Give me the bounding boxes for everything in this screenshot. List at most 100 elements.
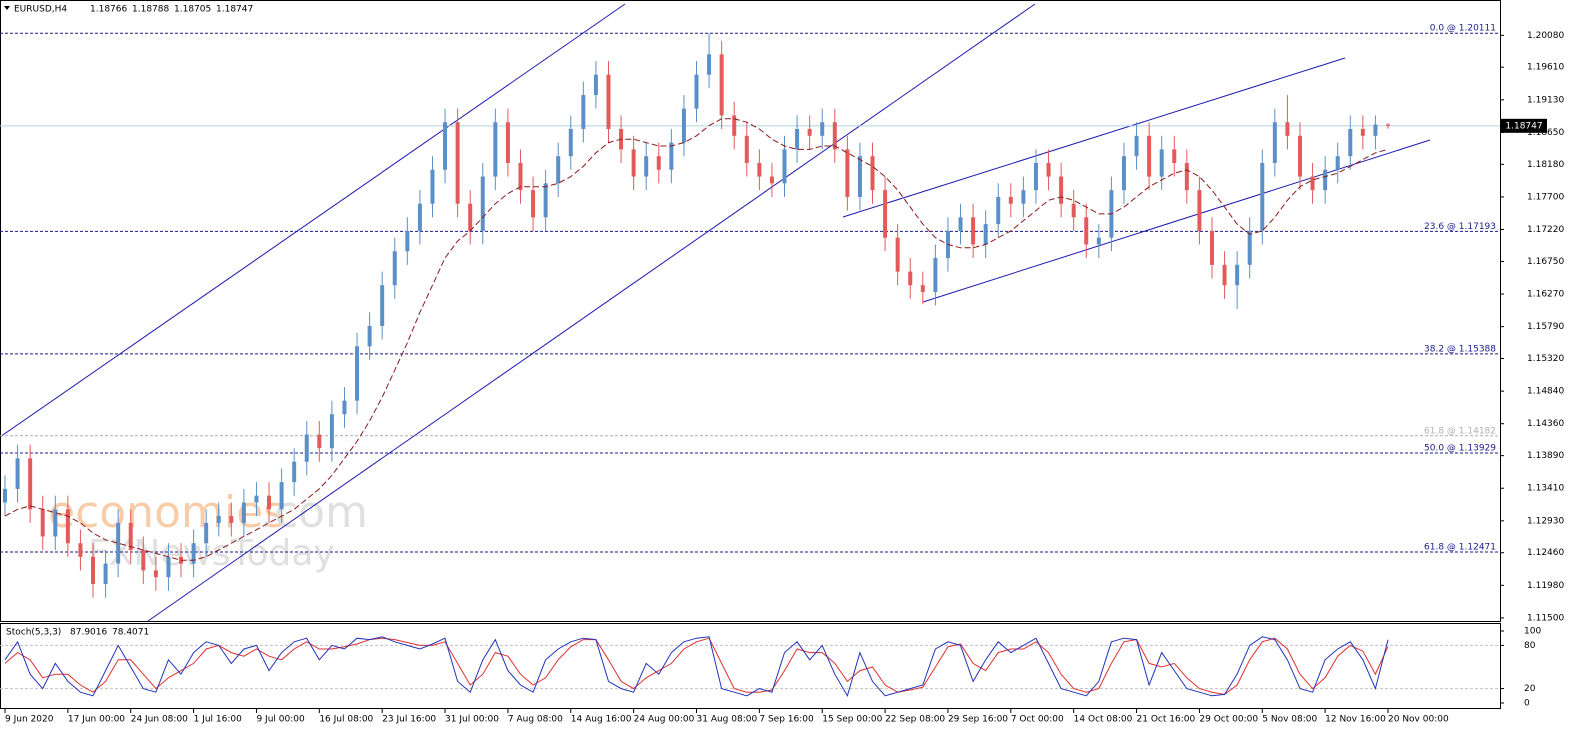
- candle-body: [392, 251, 397, 286]
- candle-body: [480, 176, 485, 231]
- candle-body: [845, 149, 850, 197]
- candle-body: [694, 74, 699, 109]
- stoch-label: Stoch(5,3,3): [6, 628, 61, 638]
- candle-body: [241, 502, 246, 523]
- y-tick-label: 1.12930: [1527, 516, 1564, 526]
- watermark-brand: economies: [48, 487, 286, 538]
- y-tick-label: 1.16270: [1527, 290, 1564, 300]
- candle-body: [581, 95, 586, 130]
- candle-body: [116, 522, 121, 564]
- candle-body: [593, 74, 598, 96]
- x-tick-label: 24 Jun 08:00: [131, 715, 188, 725]
- candle-body: [15, 458, 20, 489]
- candle-body: [832, 122, 837, 150]
- candle-body: [40, 509, 45, 537]
- candle-body: [1184, 162, 1189, 191]
- candle-body: [1096, 237, 1101, 245]
- candle-body: [1260, 162, 1265, 231]
- candle-body: [3, 488, 7, 503]
- y-tick-label: 1.13890: [1527, 451, 1564, 461]
- candle-body: [493, 122, 498, 177]
- candle-body: [1033, 162, 1038, 191]
- candle-body: [769, 176, 774, 184]
- candle-body: [1386, 124, 1390, 126]
- x-tick-label: 17 Jun 00:00: [68, 715, 125, 725]
- candle-body: [380, 285, 385, 326]
- candle-body: [681, 108, 686, 143]
- candle-body: [1197, 190, 1202, 231]
- x-tick-label: 5 Nov 08:00: [1262, 715, 1317, 725]
- y-tick-label: 1.16750: [1527, 257, 1564, 267]
- candle-body: [166, 556, 171, 578]
- watermark-domain: .com: [260, 487, 368, 538]
- candle-body: [971, 217, 976, 245]
- candle-body: [1134, 135, 1139, 157]
- level-label: 50.0 @ 1.13929: [1424, 443, 1496, 453]
- candle-body: [744, 135, 749, 163]
- candle-body: [1222, 264, 1227, 286]
- candle-body: [958, 217, 963, 231]
- header-close: 1.18747: [216, 5, 253, 15]
- candle-body: [216, 516, 221, 523]
- candle-body: [1046, 162, 1051, 177]
- x-tick-label: 22 Sep 08:00: [885, 715, 945, 725]
- x-tick-label: 24 Aug 00:00: [634, 715, 695, 725]
- x-tick-label: 12 Nov 16:00: [1325, 715, 1386, 725]
- stoch-main-value: 87.9016: [70, 628, 107, 638]
- candle-body: [1272, 122, 1277, 163]
- x-tick-label: 9 Jun 2020: [5, 715, 54, 725]
- candle-body: [1285, 122, 1290, 136]
- level-label: 61.8 @ 1.14182: [1424, 426, 1496, 436]
- x-tick-label: 31 Aug 08:00: [697, 715, 758, 725]
- candle-body: [1297, 135, 1302, 177]
- trend-line: [922, 139, 1431, 303]
- candle-body: [1310, 176, 1315, 191]
- stoch-signal-value: 78.4071: [112, 628, 149, 638]
- candle-body: [455, 122, 460, 204]
- candle-body: [782, 149, 787, 184]
- candle-body: [279, 482, 284, 510]
- candle-body: [556, 156, 561, 184]
- y-tick-label: 1.11980: [1527, 581, 1564, 591]
- x-tick-label: 9 Jul 00:00: [256, 715, 305, 725]
- candle-body: [141, 550, 146, 571]
- y-tick-label: 1.19610: [1527, 63, 1564, 73]
- candle-body: [28, 458, 33, 510]
- x-tick-label: 1 Jul 16:00: [194, 715, 243, 725]
- candle-body: [870, 156, 875, 191]
- candle-body: [292, 461, 297, 483]
- x-tick-label: 21 Oct 16:00: [1137, 715, 1196, 725]
- candle-body: [329, 414, 334, 449]
- x-tick-label: 20 Nov 00:00: [1388, 715, 1449, 725]
- candle-body: [983, 224, 988, 245]
- candle-body: [342, 400, 347, 415]
- candle-body: [707, 54, 712, 75]
- header-low: 1.18705: [174, 5, 211, 15]
- candle-body: [103, 563, 108, 584]
- candle-body: [908, 271, 913, 286]
- candle-body: [1071, 203, 1076, 218]
- trend-line: [842, 57, 1346, 218]
- candle-body: [656, 156, 661, 170]
- candle-body: [229, 516, 234, 523]
- x-tick-label: 31 Jul 00:00: [445, 715, 499, 725]
- candle-body: [820, 122, 825, 136]
- candle-body: [1348, 129, 1353, 157]
- y-tick-label: 1.15320: [1527, 354, 1564, 364]
- candle-body: [1360, 129, 1365, 136]
- candle-body: [1084, 217, 1089, 245]
- candle-body: [367, 325, 372, 347]
- level-label: 23.6 @ 1.17193: [1424, 222, 1496, 232]
- candle-body: [304, 434, 309, 462]
- candle-body: [719, 54, 724, 116]
- candle-body: [153, 570, 158, 578]
- candle-body: [1021, 190, 1026, 204]
- candle-body: [807, 129, 812, 136]
- symbol: EURUSD,H4: [14, 5, 67, 15]
- candle-body: [91, 556, 96, 584]
- trend-line: [147, 3, 1036, 622]
- x-tick-label: 23 Jul 16:00: [382, 715, 436, 725]
- x-tick-label: 7 Sep 16:00: [759, 715, 814, 725]
- stoch-signal: [4, 637, 1389, 695]
